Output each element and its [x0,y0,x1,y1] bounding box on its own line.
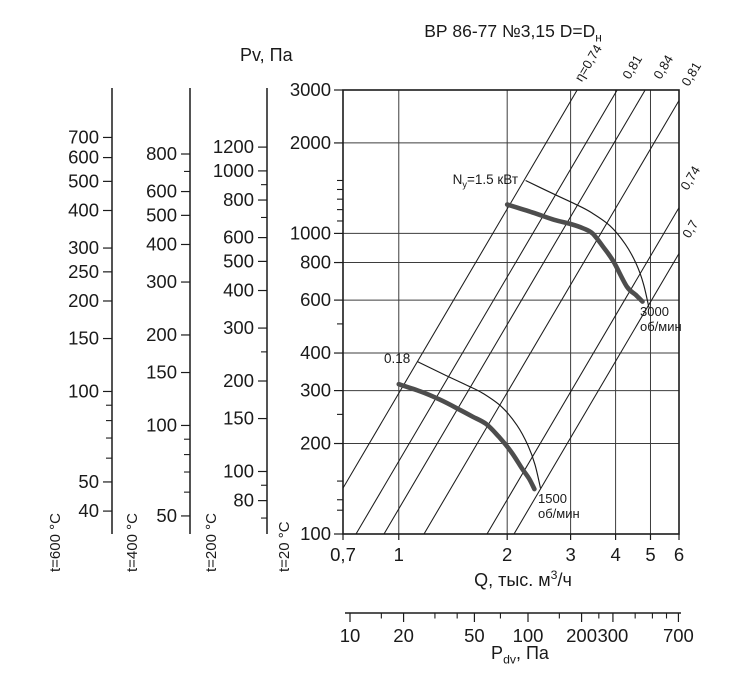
tick-label: 100 [146,414,177,435]
tick-label: 200 [300,433,331,454]
tick-label: 300 [223,317,254,338]
tick-label: 50 [156,505,177,526]
pdv-axis-title: Pdv, Па [491,643,549,667]
tick-label: 40 [78,500,99,521]
temperature-scales: 7006005004003002502001501005040800600500… [68,88,268,534]
tick-label: 10 [340,625,361,646]
tick-label: 200 [566,625,597,646]
tick-label: 400 [68,199,99,220]
tick-label: 2000 [290,132,331,153]
tick-label: 500 [223,250,254,271]
tick-label: 200 [146,324,177,345]
tick-label: 200 [68,290,99,311]
tick-label: 1000 [290,222,331,243]
tick-label: 500 [68,170,99,191]
tick-label: 300 [146,271,177,292]
power-label-0-18kw: 0.18 [384,351,411,366]
tick-label: 50 [78,471,99,492]
tick-label: 300 [300,380,331,401]
power-label-1-5kw: Nу=1.5 кВт [452,172,518,190]
tick-label: 1 [394,544,404,565]
pdv-scale: 10 20 50 100 200 300 700 [340,612,694,646]
tick-label: 150 [223,408,254,429]
temp-scale-label-600: t=600 °C [47,513,64,572]
tick-label: 700 [663,625,694,646]
fan-curves [396,202,645,492]
tick-label: 3 [565,544,575,565]
tick-label: 200 [223,370,254,391]
fan-curve [396,381,537,492]
tick-label: 2 [502,544,512,565]
fan-curve [504,202,645,304]
tick-label: 150 [68,328,99,349]
tick-label: 250 [68,261,99,282]
plot-border [342,89,680,535]
tick-label: 3000 [290,79,331,100]
tick-label: 600 [223,227,254,248]
pv-axis-title: Pv, Па [240,45,293,65]
tick-label: 100 [68,380,99,401]
tick-label: 600 [68,147,99,168]
tick-label: 100 [300,523,331,544]
tick-label: 6 [674,544,684,565]
efficiency-lines [343,90,679,534]
rpm-label-3000: 3000 об/мин [640,304,682,334]
tick-label: 800 [223,189,254,210]
power-curve [416,360,542,489]
tick-label: 100 [513,625,544,646]
tick-label: 80 [233,490,254,511]
power-curves [416,179,650,489]
tick-label: 700 [68,126,99,147]
tick-label: 4 [610,544,620,565]
tick-label: 0,7 [330,544,356,565]
temp-scale-label-20: t=20 °C [276,521,293,572]
tick-label: 800 [146,143,177,164]
tick-label: 20 [393,625,414,646]
temp-scale-label-400: t=400 °C [124,513,141,572]
tick-label: 800 [300,252,331,273]
tick-label: 600 [146,181,177,202]
tick-label: 1000 [213,160,254,181]
tick-label: 5 [645,544,655,565]
chart-title: ВР 86-77 №3,15 D=Dн [424,21,602,45]
power-curve [525,179,650,308]
tick-label: 400 [146,233,177,254]
tick-label: 150 [146,362,177,383]
tick-label: 300 [597,625,628,646]
tick-label: 400 [300,342,331,363]
tick-label: 600 [300,289,331,310]
q-axis-title: Q, тыс. м3/ч [474,568,572,590]
temp-scale-label-200: t=200 °C [203,513,220,572]
main-plot: 3000 2000 1000 800 600 400 300 200 1000,7 1 2 3 4 5 6 [290,79,684,565]
tick-label: 100 [223,460,254,481]
tick-label: 1200 [213,136,254,157]
tick-label: 400 [223,280,254,301]
tick-label: 500 [146,204,177,225]
rpm-label-1500: 1500 об/мин [538,491,580,521]
tick-label: 50 [464,625,485,646]
tick-label: 300 [68,237,99,258]
